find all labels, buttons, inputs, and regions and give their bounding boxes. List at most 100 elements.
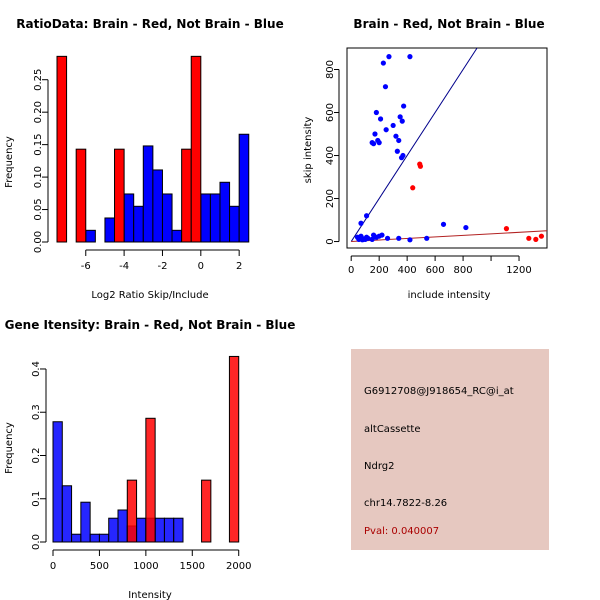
ratio-not-brain-bar	[219, 181, 231, 243]
intensity-y-tick-label: 0.3	[31, 404, 42, 420]
scatter-not-brain-point	[363, 213, 370, 219]
intensity-y-tick-label: 0.1	[31, 491, 42, 507]
ratio-histogram-xlabel: Log2 Ratio Skip/Include	[91, 290, 208, 301]
intensity-x-tick-label: 1500	[180, 561, 205, 572]
scatter-y-tick-label: 400	[325, 146, 336, 165]
scatter-xlabel: include intensity	[408, 290, 491, 301]
ratio-not-brain-bar	[123, 193, 135, 243]
ratio-x-tick-label: -6	[81, 261, 91, 272]
scatter-not-brain-point	[396, 235, 402, 241]
intensity-not-brain-bar	[89, 533, 100, 543]
ratio-x-tick-label: 2	[236, 261, 242, 272]
ratio-not-brain-bar	[133, 205, 144, 243]
ratio-not-brain-bar	[85, 229, 96, 243]
intensity-not-brain-bar	[52, 421, 63, 543]
gene-intensity-title: Gene Itensity: Brain - Red, Not Brain - …	[5, 318, 296, 332]
scatter-title: Brain - Red, Not Brain - Blue	[353, 17, 544, 31]
scatter-x-tick-label: 400	[398, 265, 417, 276]
intensity-brain-bar	[201, 479, 212, 543]
gene-name: Ndrg2	[364, 461, 395, 472]
intensity-x-tick-label: 1000	[133, 561, 158, 572]
scatter-not-brain-point	[407, 237, 413, 243]
scatter-not-brain-point	[386, 54, 392, 60]
ratio-brain-bar	[190, 55, 202, 243]
ratio-x-tick-label: -4	[119, 261, 129, 272]
intensity-brain-bar	[126, 479, 138, 543]
ratio-y-tick-label: 0.10	[33, 166, 44, 188]
intensity-brain-bar	[228, 355, 240, 543]
intensity-not-brain-bar	[98, 533, 110, 543]
scatter-not-brain-point	[373, 109, 379, 116]
scatter-x-tick-label: 200	[370, 265, 389, 276]
scatter-not-brain-point	[397, 114, 403, 120]
ratio-x-tick-label: 0	[198, 261, 204, 272]
ratio-y-tick-label: 0.20	[33, 101, 44, 123]
intensity-not-brain-bar	[80, 501, 91, 543]
scatter-not-brain-point	[393, 133, 399, 139]
scatter-x-tick-label: 1200	[506, 265, 531, 276]
intensity-not-brain-bar	[71, 533, 82, 543]
scatter-y-tick-label: 0	[325, 238, 336, 244]
ratio-not-brain-bar	[229, 205, 240, 243]
intensity-not-brain-bar	[173, 517, 184, 543]
scatter-not-brain-point	[365, 235, 371, 241]
ratio-not-brain-bar	[152, 169, 163, 243]
ratio-y-tick-label: 0.25	[33, 69, 44, 91]
scatter-not-brain-point	[394, 148, 400, 154]
scatter-not-brain-point	[440, 221, 447, 227]
scatter-not-brain-point	[382, 84, 389, 90]
scatter-x-tick-label: 600	[426, 265, 445, 276]
scatter-not-brain-point	[424, 235, 430, 241]
scatter-not-brain-point	[390, 122, 396, 129]
scatter-brain-point	[417, 163, 424, 169]
gene-intensity-histogram: Gene Itensity: Brain - Red, Not Brain - …	[4, 318, 295, 600]
ratio-brain-bar	[114, 148, 125, 243]
scatter-plot-box	[346, 47, 548, 249]
scatter-brain-point	[538, 233, 545, 239]
scatter-not-brain-point	[396, 137, 402, 144]
event-type: altCassette	[364, 424, 421, 435]
scatter-not-brain-point	[370, 141, 377, 147]
intensity-not-brain-bar	[61, 485, 73, 543]
scatter-not-brain-point	[384, 235, 391, 241]
scatter-not-brain-point	[379, 232, 385, 238]
scatter-not-brain-point	[377, 116, 384, 122]
ratio-not-brain-bar	[161, 193, 173, 243]
intensity-not-brain-bar	[163, 517, 175, 543]
scatter-not-brain-point	[369, 236, 375, 242]
intensity-x-tick-label: 0	[50, 561, 56, 572]
ratio-brain-bar	[75, 148, 87, 243]
scatter-not-brain-point	[372, 131, 378, 137]
ratio-not-brain-bar	[171, 229, 183, 243]
ratio-not-brain-bar	[142, 145, 154, 243]
ratio-y-tick-label: 0.05	[33, 198, 44, 220]
intensity-not-brain-bar	[108, 517, 119, 543]
ratio-histogram-ylabel: Frequency	[4, 136, 15, 188]
ratio-not-brain-bar	[238, 133, 250, 243]
ratio-not-brain-bar	[200, 193, 211, 243]
scatter-not-brain-point	[399, 118, 405, 124]
ratio-not-brain-bar	[104, 217, 116, 243]
gene-intensity-xlabel: Intensity	[128, 590, 172, 600]
ratio-x-tick-label: -2	[157, 261, 167, 272]
scatter-not-brain-point	[376, 140, 382, 146]
scatter-brain-point	[410, 185, 416, 191]
scatter-brain-point	[533, 236, 539, 242]
scatter-brain-point	[503, 226, 510, 232]
scatter-y-tick-label: 200	[325, 189, 336, 208]
probe-id: G6912708@J918654_RC@i_at	[364, 386, 514, 397]
scatter-x-tick-label: 0	[348, 265, 354, 276]
intensity-not-brain-bar	[154, 517, 165, 543]
scatter-not-brain-point	[358, 220, 364, 226]
intensity-x-tick-label: 500	[90, 561, 109, 572]
scatter-not-brain-fit-line	[350, 48, 478, 242]
scatter-not-brain-point	[380, 60, 386, 66]
ratio-histogram: RatioData: Brain - Red, Not Brain - Blue…	[4, 17, 284, 301]
scatter-not-brain-point	[400, 152, 406, 159]
genomic-location: chr14.7822-8.26	[364, 498, 448, 509]
ratio-y-tick-label: 0.00	[33, 231, 44, 253]
probe-info-panel: G6912708@J918654_RC@i_at altCassette Ndr…	[351, 349, 549, 550]
intensity-scatter: Brain - Red, Not Brain - Blue include in…	[303, 17, 548, 301]
scatter-not-brain-point	[407, 54, 413, 60]
